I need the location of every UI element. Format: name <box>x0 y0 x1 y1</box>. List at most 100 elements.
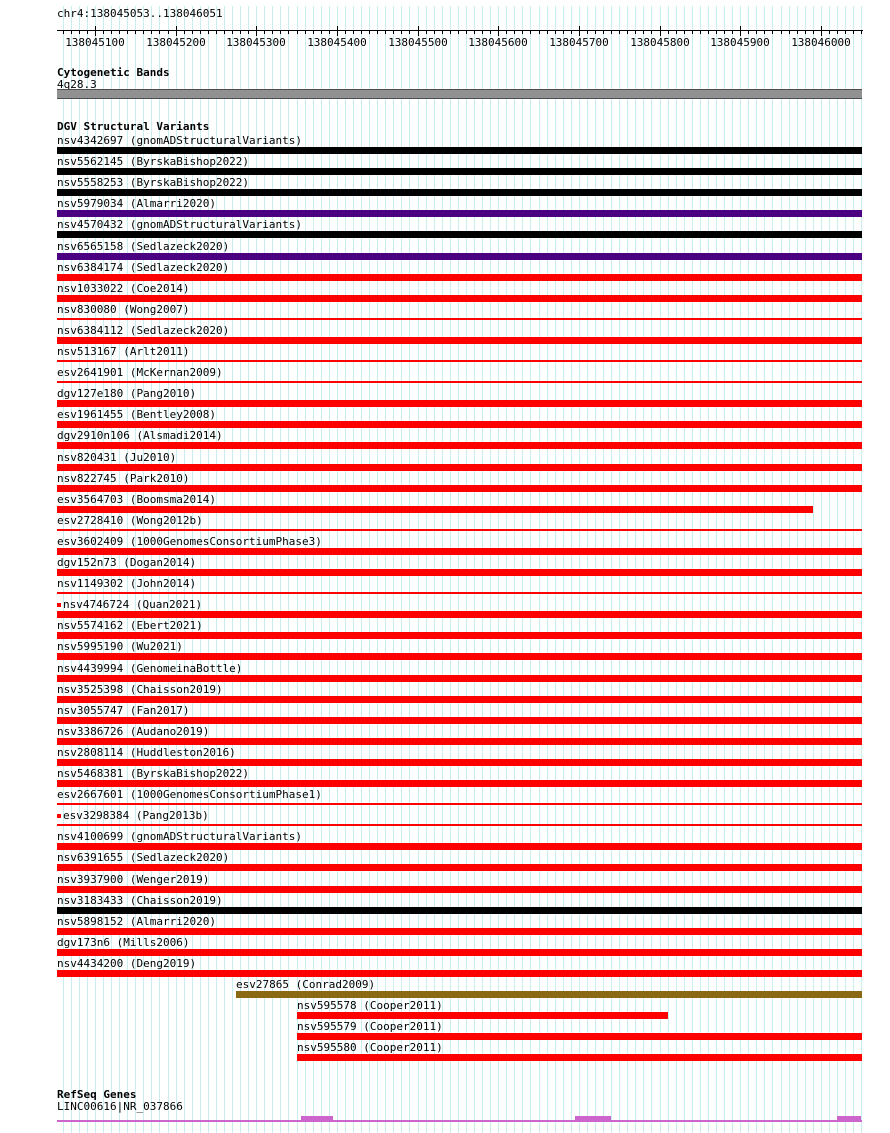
refseq-gene-line[interactable] <box>57 1120 862 1122</box>
variant-bar[interactable] <box>57 738 862 745</box>
variant-bar[interactable] <box>57 168 862 175</box>
ruler-tick <box>264 30 265 34</box>
ruler-tick <box>385 30 386 34</box>
ruler-tick <box>700 30 701 34</box>
variant-bar[interactable] <box>57 529 862 531</box>
variant-bar[interactable] <box>57 803 862 805</box>
variant-label: nsv1149302 (John2014) <box>57 577 196 590</box>
variant-label-text: esv3564703 (Boomsma2014) <box>57 493 216 506</box>
variant-bar[interactable] <box>57 632 862 639</box>
ruler-tick <box>692 30 693 34</box>
variant-bar[interactable] <box>57 886 862 893</box>
variant-label: nsv4434200 (Deng2019) <box>57 957 196 970</box>
ruler-tick <box>482 30 483 34</box>
ruler-tick <box>450 30 451 34</box>
variant-label-text: nsv4570432 (gnomADStructuralVariants) <box>57 218 303 231</box>
variant-bar[interactable] <box>57 231 862 238</box>
ruler-tick <box>393 30 394 34</box>
ruler-tick <box>216 30 217 34</box>
variant-label-text: nsv595578 (Cooper2011) <box>297 999 443 1012</box>
variant-bar[interactable] <box>57 421 862 428</box>
variant-bar[interactable] <box>57 274 862 281</box>
variant-bar[interactable] <box>57 253 862 260</box>
variant-label: nsv6391655 (Sedlazeck2020) <box>57 851 229 864</box>
variant-bar[interactable] <box>57 485 862 492</box>
variant-bar[interactable] <box>57 864 862 871</box>
variant-bar[interactable] <box>57 907 862 914</box>
variant-bar[interactable] <box>57 696 862 703</box>
variant-label: nsv3055747 (Fan2017) <box>57 704 189 717</box>
variant-label-text: nsv1149302 (John2014) <box>57 577 197 590</box>
variant-bar[interactable] <box>57 611 862 618</box>
variant-label: nsv5898152 (Almarri2020) <box>57 915 216 928</box>
variant-label: nsv4439994 (GenomeinaBottle) <box>57 662 242 675</box>
variant-bar[interactable] <box>57 360 862 362</box>
variant-bar[interactable] <box>57 592 862 594</box>
ruler-tick <box>168 30 169 34</box>
variant-bar[interactable] <box>57 780 862 787</box>
variant-label-text: nsv4100699 (gnomADStructuralVariants) <box>57 830 303 843</box>
variant-label: esv2641901 (McKernan2009) <box>57 366 223 379</box>
variant-label-text: nsv3386726 (Audano2019) <box>57 725 210 738</box>
variant-label-text: nsv595579 (Cooper2011) <box>297 1020 443 1033</box>
ruler-tick <box>490 30 491 34</box>
variant-bar[interactable] <box>57 843 862 850</box>
variant-bar[interactable] <box>57 337 862 344</box>
variant-bar[interactable] <box>57 295 862 302</box>
refseq-gene-exon[interactable] <box>301 1116 333 1122</box>
variant-bar[interactable] <box>57 949 862 956</box>
variant-bar[interactable] <box>57 717 862 724</box>
variant-bar[interactable] <box>57 381 862 383</box>
ruler-tick-label: 138045600 <box>468 36 528 49</box>
variant-tick-mark[interactable] <box>57 603 61 607</box>
variant-bar[interactable] <box>297 1054 862 1061</box>
variant-bar[interactable] <box>57 318 862 320</box>
variant-bar[interactable] <box>57 189 862 196</box>
variant-label-text: nsv6391655 (Sedlazeck2020) <box>57 851 230 864</box>
ruler-tick <box>821 26 822 36</box>
variant-bar[interactable] <box>57 653 862 660</box>
ruler-tick <box>789 30 790 34</box>
variant-label: nsv4342697 (gnomADStructuralVariants) <box>57 134 302 147</box>
variant-bar[interactable] <box>57 210 862 217</box>
variant-label: nsv5995190 (Wu2021) <box>57 640 183 653</box>
variant-label-text: nsv5558253 (ByrskaBishop2022) <box>57 176 250 189</box>
ruler-tick <box>87 30 88 34</box>
variant-label: dgv152n73 (Dogan2014) <box>57 556 196 569</box>
variant-tick-mark[interactable] <box>57 814 61 818</box>
ruler-tick <box>861 30 862 34</box>
variant-bar[interactable] <box>57 147 862 154</box>
ruler-tick <box>651 30 652 34</box>
region-coordinates: chr4:138045053..138046051 <box>57 7 223 20</box>
variant-bar[interactable] <box>57 928 862 935</box>
variant-bar[interactable] <box>57 824 862 826</box>
variant-bar[interactable] <box>236 991 862 998</box>
variant-label-text: nsv513167 (Arlt2011) <box>57 345 190 358</box>
variant-label-text: nsv3937900 (Wenger2019) <box>57 873 210 886</box>
ruler-tick <box>813 30 814 34</box>
cytoband-bar[interactable] <box>57 89 862 99</box>
variant-label-text: esv3298384 (Pang2013b) <box>63 809 209 822</box>
variant-bar[interactable] <box>57 548 862 555</box>
variant-bar[interactable] <box>57 400 862 407</box>
variant-bar[interactable] <box>57 442 862 449</box>
ruler-tick <box>208 30 209 34</box>
variant-bar[interactable] <box>57 464 862 471</box>
variant-label-text: esv1961455 (Bentley2008) <box>57 408 216 421</box>
variant-bar[interactable] <box>57 506 813 513</box>
refseq-section-title: RefSeq Genes <box>57 1088 137 1101</box>
refseq-gene-exon[interactable] <box>575 1116 611 1122</box>
ruler-axis-line <box>57 30 863 31</box>
variant-bar[interactable] <box>57 759 862 766</box>
variant-label-text: esv27865 (Conrad2009) <box>236 978 376 991</box>
variant-bar[interactable] <box>57 970 862 977</box>
cytoband-section-title: Cytogenetic Bands <box>57 66 170 79</box>
variant-label: nsv5574162 (Ebert2021) <box>57 619 203 632</box>
refseq-gene-exon[interactable] <box>837 1116 861 1122</box>
ruler-tick <box>748 30 749 34</box>
variant-bar[interactable] <box>297 1033 862 1040</box>
variant-bar[interactable] <box>57 675 862 682</box>
variant-bar[interactable] <box>57 569 862 576</box>
variant-bar[interactable] <box>297 1012 668 1019</box>
